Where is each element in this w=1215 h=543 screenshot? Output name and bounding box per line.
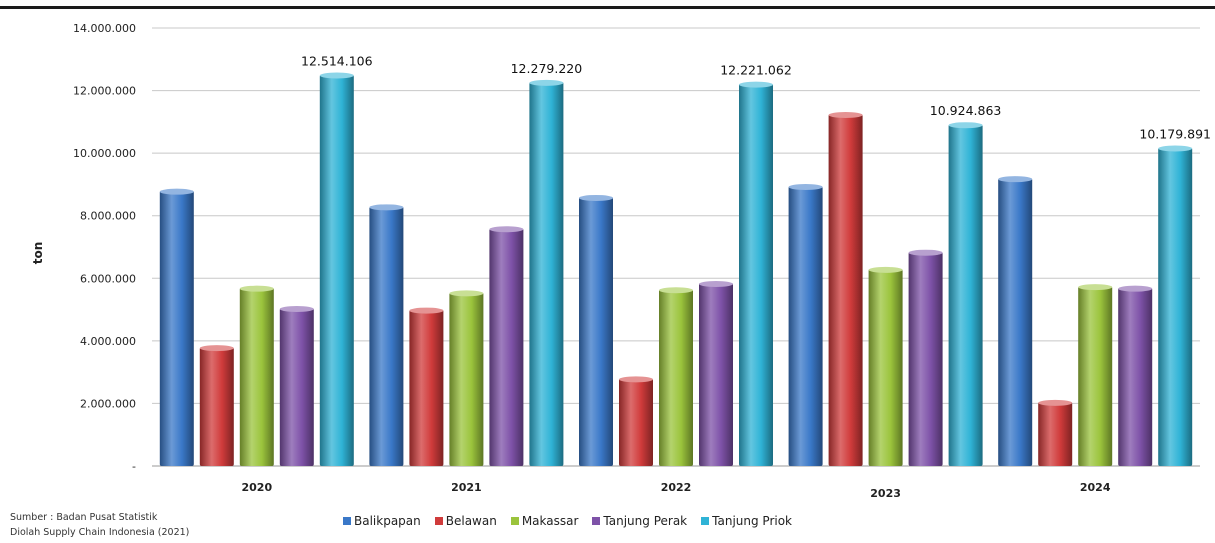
bar-top: [369, 204, 404, 211]
legend-label: Tanjung Priok: [712, 514, 793, 528]
bar-top: [1158, 145, 1193, 152]
bar-top: [159, 188, 194, 195]
legend-swatch: [510, 517, 519, 525]
bar-top: [319, 72, 354, 79]
bar-top: [1038, 399, 1073, 406]
bar-top: [908, 249, 943, 256]
x-tick-label: 2021: [451, 481, 482, 494]
bar-belawan-2022: [619, 378, 653, 466]
bar-belawan-2021: [409, 309, 444, 466]
bar-top: [529, 79, 564, 86]
bar-tanjung-priok-2022: [739, 83, 773, 467]
y-tick-label: 12.000.000: [73, 85, 136, 98]
bar-balikpapan-2023: [788, 185, 823, 466]
legend-item-tanjung-perak: Tanjung Perak: [592, 514, 687, 528]
top-border: [0, 6, 1215, 9]
bar-top: [739, 81, 773, 88]
bar-top: [659, 287, 693, 294]
legend-swatch: [434, 517, 443, 525]
x-tick-label: 2020: [241, 481, 272, 494]
bar-tanjung-priok-2021: [529, 81, 564, 467]
bar-makassar-2024: [1078, 286, 1113, 466]
bar-top: [239, 285, 274, 292]
bar-top: [998, 176, 1033, 183]
data-label: 12.514.106: [301, 53, 373, 68]
bar-balikpapan-2020: [159, 190, 194, 466]
legend-swatch: [592, 517, 601, 525]
data-label: 10.179.891: [1139, 127, 1211, 142]
bar-top: [489, 226, 524, 233]
bar-top: [199, 345, 234, 352]
bar-balikpapan-2022: [579, 196, 613, 466]
bar-top: [579, 194, 613, 201]
bar-top: [1078, 284, 1113, 291]
bar-top: [699, 280, 733, 287]
x-tick-label: 2022: [661, 481, 692, 494]
legend-item-tanjung-priok: Tanjung Priok: [701, 514, 792, 528]
bar-tanjung-priok-2024: [1158, 147, 1193, 466]
y-tick-label: 4.000.000: [80, 335, 136, 348]
source-note: Sumber : Badan Pusat Statistik Diolah Su…: [10, 510, 189, 540]
y-axis-label: ton: [31, 242, 45, 265]
bar-makassar-2022: [659, 289, 693, 466]
source-line-1: Sumber : Badan Pusat Statistik: [10, 512, 158, 523]
bar-tanjung-perak-2023: [908, 251, 943, 466]
data-label: 12.279.220: [511, 61, 583, 76]
x-tick-label: 2023: [870, 487, 901, 500]
bar-top: [449, 290, 484, 297]
legend-item-belawan: Belawan: [434, 514, 497, 528]
legend-label: Tanjung Perak: [603, 514, 688, 528]
bar-top: [868, 266, 903, 273]
bar-balikpapan-2024: [998, 178, 1033, 466]
source-line-2: Diolah Supply Chain Indonesia (2021): [10, 527, 190, 538]
bars: [159, 72, 1193, 467]
legend-label: Belawan: [445, 514, 497, 528]
y-tick-label: 8.000.000: [80, 210, 136, 223]
y-tick-label: 10.000.000: [73, 147, 136, 160]
x-tick-label: 2024: [1080, 481, 1111, 494]
data-labels: 12.514.106 12.279.220 12.221.062 10.924.863…: [301, 53, 1211, 141]
bar-tanjung-perak-2022: [699, 282, 733, 466]
legend-swatch: [701, 517, 710, 525]
legend-label: Balikpapan: [354, 514, 421, 528]
y-tick-label: 6.000.000: [80, 272, 136, 285]
data-label: 12.221.062: [720, 63, 792, 78]
legend-item-makassar: Makassar: [510, 514, 579, 528]
bar-makassar-2023: [868, 268, 903, 466]
y-axis: - 2.000.000 4.000.000 6.000.000 8.000.000 10.…: [73, 22, 136, 473]
bar-tanjung-perak-2020: [279, 308, 314, 466]
bar-belawan-2020: [199, 347, 234, 466]
bar-tanjung-perak-2021: [489, 228, 524, 466]
bar-makassar-2021: [449, 292, 484, 466]
bar-top: [279, 306, 314, 313]
legend: Balikpapan Belawan Makassar Tanjung Perak Ta…: [343, 514, 792, 528]
bar-chart: - 2.000.000 4.000.000 6.000.000 8.000.000 10.…: [31, 22, 1211, 500]
legend-label: Makassar: [521, 514, 579, 528]
bar-top: [1118, 285, 1153, 292]
bar-tanjung-priok-2023: [948, 124, 983, 466]
bar-top: [828, 112, 863, 119]
bar-top: [788, 183, 823, 190]
bar-top: [409, 307, 444, 314]
y-tick-label: -: [132, 460, 136, 473]
bar-belawan-2023: [828, 114, 863, 467]
data-label: 10.924.863: [930, 103, 1002, 118]
bar-makassar-2020: [239, 287, 274, 466]
bar-belawan-2024: [1038, 401, 1073, 466]
bar-balikpapan-2021: [369, 206, 404, 467]
bar-tanjung-perak-2024: [1118, 287, 1153, 466]
legend-item-balikpapan: Balikpapan: [343, 514, 421, 528]
x-axis: 2020 2021 2022 2023 2024: [241, 481, 1110, 500]
bar-top: [948, 122, 983, 129]
bar-tanjung-priok-2020: [319, 74, 354, 467]
bar-top: [619, 376, 653, 383]
legend-swatch: [343, 517, 351, 525]
y-tick-label: 14.000.000: [73, 22, 136, 35]
y-tick-label: 2.000.000: [80, 397, 136, 410]
